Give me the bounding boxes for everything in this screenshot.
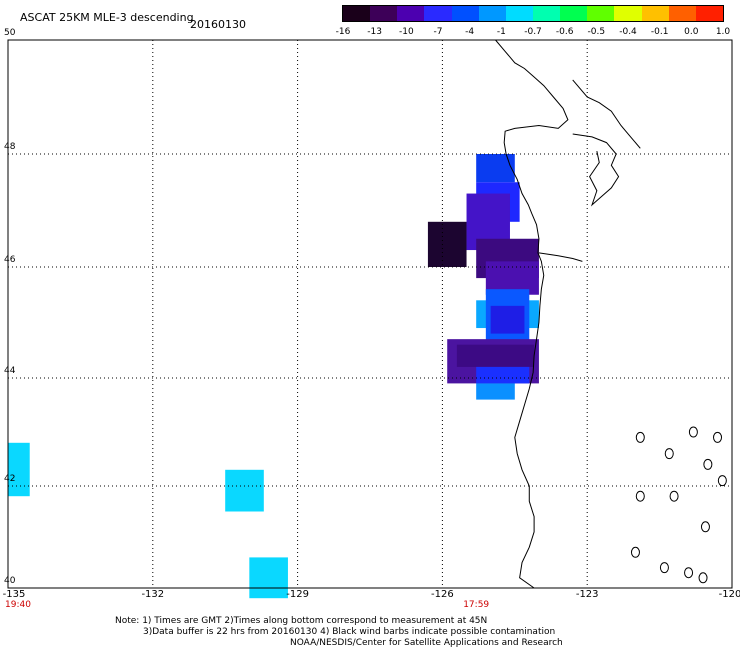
colorbar-segment xyxy=(614,6,643,21)
colorbar-segment xyxy=(424,6,453,21)
latitude-label: 44 xyxy=(4,366,16,376)
map-frame xyxy=(7,39,733,589)
columbia-river xyxy=(538,252,583,262)
latitude-label: 50 xyxy=(4,28,16,38)
colorbar-tick-label: -10 xyxy=(398,27,414,37)
colorbar-tick-label: -16 xyxy=(335,27,351,37)
colorbar-tick-label: -0.5 xyxy=(587,27,606,37)
lake-outline xyxy=(688,426,698,438)
time-label: 19:40 xyxy=(5,600,31,610)
colorbar-segment xyxy=(343,6,371,21)
data-cell-8 xyxy=(490,305,525,334)
colorbar-segment xyxy=(533,6,561,21)
lake-outline xyxy=(700,521,710,533)
lake-outline xyxy=(635,431,645,443)
data-cell-15 xyxy=(249,557,288,599)
lake-outline xyxy=(703,458,713,470)
latitude-label: 42 xyxy=(4,474,16,484)
lake-outline xyxy=(698,572,708,584)
lake-outline xyxy=(630,546,640,558)
note-line-2: 3)Data buffer is 22 hrs from 20160130 4)… xyxy=(143,627,556,637)
data-cell-14 xyxy=(225,469,264,512)
lake-outline xyxy=(664,448,674,460)
longitude-label: -135 xyxy=(2,589,26,600)
lake-outline xyxy=(635,490,645,502)
colorbar-tick-label: -1 xyxy=(496,27,506,37)
colorbar-tick-label: -0.7 xyxy=(524,27,542,37)
colorbar-tick-label: -13 xyxy=(367,27,383,37)
longitude-label: -132 xyxy=(141,589,165,600)
colorbar-segment xyxy=(641,6,670,21)
colorbar-segment xyxy=(505,6,534,21)
data-cell-11 xyxy=(476,366,530,384)
colorbar-segment xyxy=(587,6,615,21)
coastline xyxy=(495,39,569,589)
colorbar-tick-label: -7 xyxy=(433,27,443,37)
data-cell-0 xyxy=(476,154,515,183)
longitude-label: -120 xyxy=(718,589,740,600)
data-cell-13 xyxy=(8,442,30,497)
data-cell-12 xyxy=(476,383,515,400)
colorbar-segment xyxy=(695,6,724,21)
lake-outline xyxy=(684,567,694,579)
lake-outline xyxy=(659,562,669,574)
colorbar-tick-label: 0.0 xyxy=(684,27,699,37)
data-cell-3 xyxy=(427,221,467,267)
puget-sound xyxy=(572,133,620,207)
figure-title: ASCAT 25KM MLE-3 descending xyxy=(20,11,194,24)
colorbar-segment xyxy=(668,6,697,21)
colorbar-tick-label: -4 xyxy=(465,27,475,37)
note-line-3: NOAA/NESDIS/Center for Satellite Applica… xyxy=(290,638,563,648)
longitude-label: -123 xyxy=(575,589,599,600)
time-label: 17:59 xyxy=(463,600,490,610)
longitude-label: -129 xyxy=(286,589,309,600)
colorbar-tick-label: 1.0 xyxy=(715,27,731,37)
lake-outline xyxy=(669,490,679,502)
latitude-label: 46 xyxy=(4,255,16,265)
colorbar-tick-label: -0.6 xyxy=(555,27,574,37)
figure-date: 20160130 xyxy=(190,18,246,31)
latitude-label: 40 xyxy=(4,576,16,586)
colorbar-tick-label: -0.1 xyxy=(650,27,669,37)
colorbar-tick-label: -0.4 xyxy=(619,27,637,37)
colorbar xyxy=(342,5,724,22)
colorbar-segment xyxy=(370,6,398,21)
inland-shoreline xyxy=(572,79,641,149)
colorbar-segment xyxy=(397,6,425,21)
lake-outline xyxy=(713,431,723,443)
colorbar-segment xyxy=(560,6,588,21)
data-cell-10 xyxy=(456,344,535,367)
note-line-1: Note: 1) Times are GMT 2)Times along bot… xyxy=(115,616,488,626)
colorbar-segment xyxy=(451,6,480,21)
lake-outline xyxy=(717,475,727,487)
longitude-label: -126 xyxy=(431,589,454,600)
latitude-label: 48 xyxy=(4,142,16,152)
colorbar-segment xyxy=(478,6,507,21)
